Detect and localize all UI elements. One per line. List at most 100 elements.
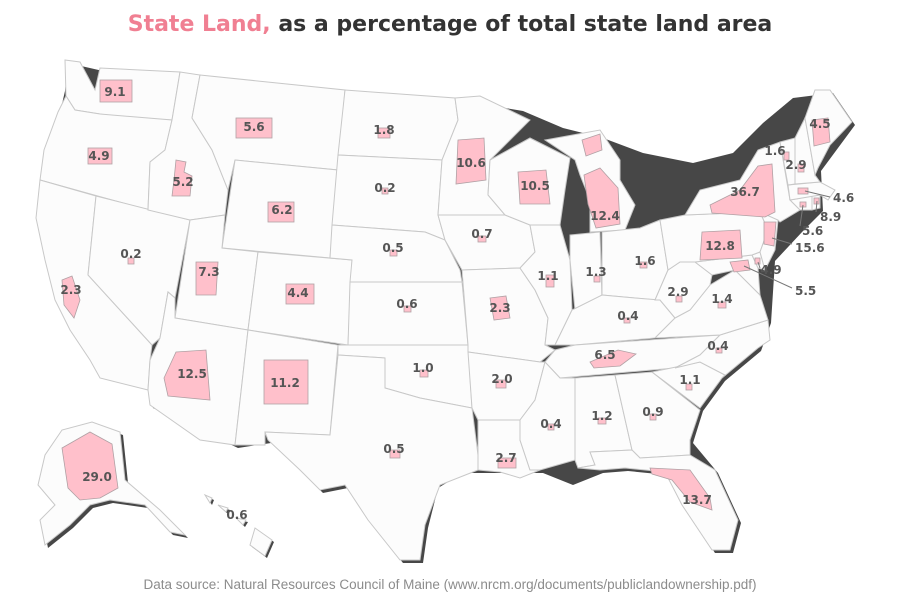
label-IA: 0.7 — [471, 227, 492, 241]
state-land-OH — [639, 261, 648, 269]
label-MS: 0.4 — [540, 417, 561, 431]
label-AK: 29.0 — [82, 470, 112, 484]
state-land-NY — [709, 163, 776, 218]
state-land-FL — [649, 467, 713, 511]
label-KS: 0.6 — [396, 297, 417, 311]
state-land-MS — [547, 423, 555, 431]
state-land-CA — [61, 275, 81, 319]
value-labels: 9.1 4.9 2.3 0.2 5.2 5.6 6.2 7.3 12.5 4.4… — [60, 85, 854, 522]
title-rest: as a percentage of total state land area — [278, 12, 773, 37]
label-SD: 0.2 — [374, 181, 395, 195]
label-WI: 10.5 — [520, 179, 550, 193]
state-land-ID — [171, 159, 193, 197]
state-land-WY — [267, 201, 295, 223]
label-NM: 11.2 — [270, 376, 300, 390]
label-GA: 0.9 — [642, 405, 663, 419]
state-land-AK — [61, 431, 119, 501]
state-land-SC — [685, 383, 693, 391]
label-ID: 5.2 — [172, 175, 193, 189]
state-land-TX — [389, 449, 401, 459]
label-IN: 1.3 — [585, 265, 606, 279]
state-land-DE — [754, 257, 761, 265]
label-AR: 2.0 — [491, 372, 512, 386]
state-land-AL — [597, 417, 607, 425]
label-ME: 4.5 — [809, 117, 830, 131]
state-land-AR — [495, 379, 507, 389]
label-PA: 12.8 — [705, 239, 735, 253]
leader-lines — [743, 190, 831, 289]
label-NE: 0.5 — [382, 241, 403, 255]
label-CA: 2.3 — [60, 283, 81, 297]
state-land-KS — [403, 305, 412, 313]
leader-line-MA — [804, 190, 831, 198]
label-HI: 0.6 — [226, 508, 247, 522]
label-IL: 1.1 — [537, 269, 558, 283]
state-ND — [337, 89, 459, 161]
state-land-ME — [811, 117, 831, 147]
state-KS — [347, 281, 469, 346]
state-land-MD — [729, 259, 751, 273]
state-land-UT — [195, 261, 219, 296]
state-land-VA — [717, 301, 727, 309]
state-land-NJ — [763, 221, 777, 247]
state-land-OR — [87, 147, 113, 165]
label-MO: 2.3 — [489, 301, 510, 315]
state-land-SD — [381, 187, 389, 195]
label-MA: 4.6 — [833, 191, 854, 205]
label-LA: 2.7 — [495, 451, 516, 465]
label-RI: 8.9 — [820, 210, 841, 224]
label-OK: 1.0 — [412, 361, 433, 375]
label-VT: 1.6 — [764, 144, 785, 158]
state-land-NM — [263, 359, 309, 405]
state-NC — [674, 319, 771, 379]
label-MD: 5.5 — [795, 284, 816, 298]
label-CO: 4.4 — [287, 286, 308, 300]
leader-line-NJ — [771, 237, 793, 245]
label-MT: 5.6 — [243, 120, 264, 134]
leader-line-MD — [743, 265, 793, 289]
label-NY: 36.7 — [730, 185, 760, 199]
label-ND: 1.8 — [373, 123, 394, 137]
label-WA: 9.1 — [104, 85, 125, 99]
leader-line-DE — [757, 261, 761, 269]
state-land-WV — [675, 295, 683, 303]
label-VA: 1.4 — [711, 292, 732, 306]
label-MI: 12.4 — [590, 209, 620, 223]
state-land-areas — [61, 79, 831, 511]
state-land-OK — [419, 369, 429, 378]
state-land-MN — [455, 137, 487, 185]
label-NC: 0.4 — [707, 339, 728, 353]
state-HI — [203, 493, 274, 558]
label-WV: 2.9 — [667, 285, 688, 299]
label-NV: 0.2 — [120, 247, 141, 261]
label-KY: 0.4 — [617, 309, 638, 323]
label-DE: 4.9 — [760, 263, 781, 277]
state-land-GA — [649, 413, 657, 421]
label-FL: 13.7 — [682, 493, 712, 507]
state-land-TN — [589, 349, 637, 369]
label-NJ: 15.6 — [795, 241, 825, 255]
state-land-WI — [517, 169, 551, 205]
leader-line-CT — [799, 204, 804, 227]
label-WY: 6.2 — [271, 203, 292, 217]
label-MN: 10.6 — [456, 156, 486, 170]
state-land-IL — [545, 274, 555, 288]
map-title: State Land, as a percentage of total sta… — [0, 12, 900, 37]
state-land-KY — [623, 317, 631, 324]
label-NH: 2.9 — [785, 158, 806, 172]
state-land-AZ — [163, 349, 211, 401]
state-land-MA — [797, 187, 809, 195]
state-land-CO — [285, 283, 315, 305]
state-land-VT — [783, 151, 790, 161]
state-MS — [519, 360, 576, 471]
state-land-NV — [127, 257, 135, 265]
state-land-PA — [699, 229, 743, 261]
state-land-IN — [593, 275, 601, 283]
label-OR: 4.9 — [88, 149, 109, 163]
leader-line-RI — [815, 200, 818, 213]
title-highlight: State Land, — [127, 12, 271, 37]
label-TX: 0.5 — [383, 442, 404, 456]
state-land-WA — [99, 79, 133, 103]
label-OH: 1.6 — [634, 254, 655, 268]
